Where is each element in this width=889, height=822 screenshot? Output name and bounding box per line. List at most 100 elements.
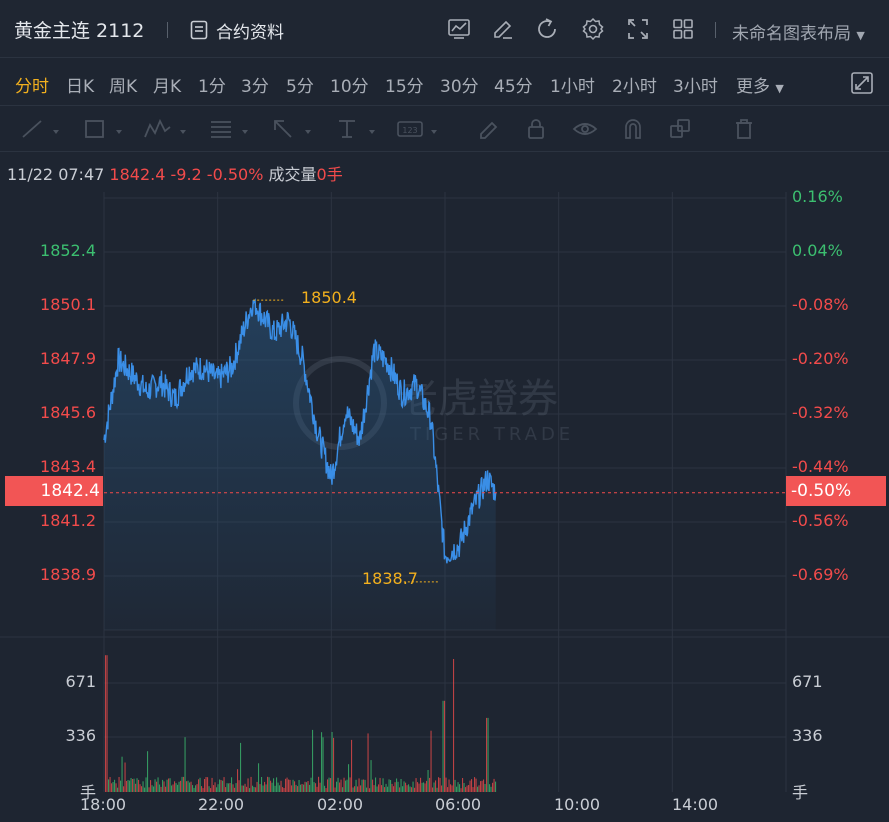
pen-icon[interactable] [478,117,500,141]
volume-bar [127,780,129,792]
volume-bar [141,786,143,792]
instrument-title[interactable]: 黄金主连 2112 [14,20,145,42]
volume-bar [174,781,176,792]
period-week[interactable]: 周K [109,77,138,97]
volume-bar [199,777,201,792]
fullscreen-icon[interactable] [625,16,651,42]
volume-bar [270,780,272,792]
volume-bar [267,776,269,792]
time-label-1000: 10:00 [554,795,601,814]
layout-selector[interactable]: 未命名图表布局 ▼ [732,19,865,44]
volume-bar [379,777,381,792]
watermark: 老虎證券 TIGER TRADE [293,356,570,450]
volume-bar [450,784,452,792]
volume-bar [492,782,494,792]
volume-bar [315,783,317,792]
volume-bar [121,756,123,792]
period-3hour[interactable]: 3小时 [673,77,718,97]
volume-bar [388,779,390,792]
volume-bar [151,785,153,792]
volume-bar [333,737,335,792]
volume-bar [328,777,330,792]
rectangle-icon[interactable] [83,117,125,141]
fibonacci-icon[interactable] [208,117,252,141]
period-10min[interactable]: 10分 [330,77,369,97]
volume-bar [160,786,162,792]
refresh-icon[interactable] [535,16,561,42]
trend-line-icon[interactable] [20,117,62,141]
volume-bar [348,764,350,792]
volume-bar [133,778,135,792]
text-label-icon[interactable]: 123 [396,117,442,141]
volume-bar [367,733,369,792]
period-month[interactable]: 月K [153,77,182,97]
period-more[interactable]: 更多 ▼ [736,72,784,97]
volume-bar [366,787,368,792]
wave-pattern-icon[interactable] [143,117,189,141]
volume-bar [150,780,152,792]
volume-label: 成交量 [268,165,317,184]
volume-bar [280,780,282,792]
volume-bar [198,779,200,792]
volume-bar [136,778,138,792]
clone-icon[interactable] [668,117,692,141]
settings-icon[interactable] [580,16,606,42]
period-1min[interactable]: 1分 [198,77,226,97]
period-3min[interactable]: 3分 [241,77,269,97]
volume-bar [397,781,399,792]
volume-bar [250,776,252,792]
layout-name: 未命名图表布局 [732,24,851,44]
volume-bar [175,783,177,792]
volume-bar [318,776,320,792]
period-1hour[interactable]: 1小时 [550,77,595,97]
volume-bar [201,786,203,792]
volume-bar [363,779,365,792]
chart-template-icon[interactable] [446,16,472,42]
quote-change-pct: -0.50% [206,165,264,184]
high-label: 1850.4 [301,288,357,307]
caret-down-icon: ▼ [856,29,865,42]
volume-bar [276,777,278,792]
expand-icon[interactable] [850,71,874,95]
volume-bar [345,780,347,792]
volume-bar [336,781,338,792]
magnet-icon[interactable] [622,117,644,141]
volume-bar [271,782,273,792]
contract-info-button[interactable]: 合约资料 [190,17,284,43]
volume-bar [216,787,218,792]
volume-bar [234,787,236,792]
low-label: 1838.7 [362,569,418,588]
arrow-icon[interactable] [271,117,315,141]
volume-bar [495,781,497,792]
volume-bar [228,783,230,792]
volume-bar [300,784,302,792]
period-2hour[interactable]: 2小时 [612,77,657,97]
volume-bar [384,787,386,792]
lock-icon[interactable] [525,117,547,141]
period-day[interactable]: 日K [66,77,95,97]
volume-bar [490,786,492,792]
volume-bar [123,786,125,792]
volume-bar [183,776,185,792]
period-5min[interactable]: 5分 [286,77,314,97]
volume-bar [441,785,443,792]
volume-bar [351,739,353,792]
volume-bar [162,779,164,792]
delete-icon[interactable] [733,117,755,141]
period-45min[interactable]: 45分 [494,77,533,97]
volume-bar [294,781,296,792]
volume-bar [181,776,183,792]
volume-bar [432,787,434,792]
period-30min[interactable]: 30分 [440,77,479,97]
volume-bar [426,780,428,792]
volume-bar [217,784,219,792]
volume-bar [265,784,267,792]
period-intraday[interactable]: 分时 [15,77,49,97]
measure-icon[interactable] [335,117,379,141]
grid-layout-icon[interactable] [670,16,696,42]
volume-bar [421,782,423,792]
period-15min[interactable]: 15分 [385,77,424,97]
edit-icon[interactable] [490,16,516,42]
eye-icon[interactable] [572,117,598,141]
